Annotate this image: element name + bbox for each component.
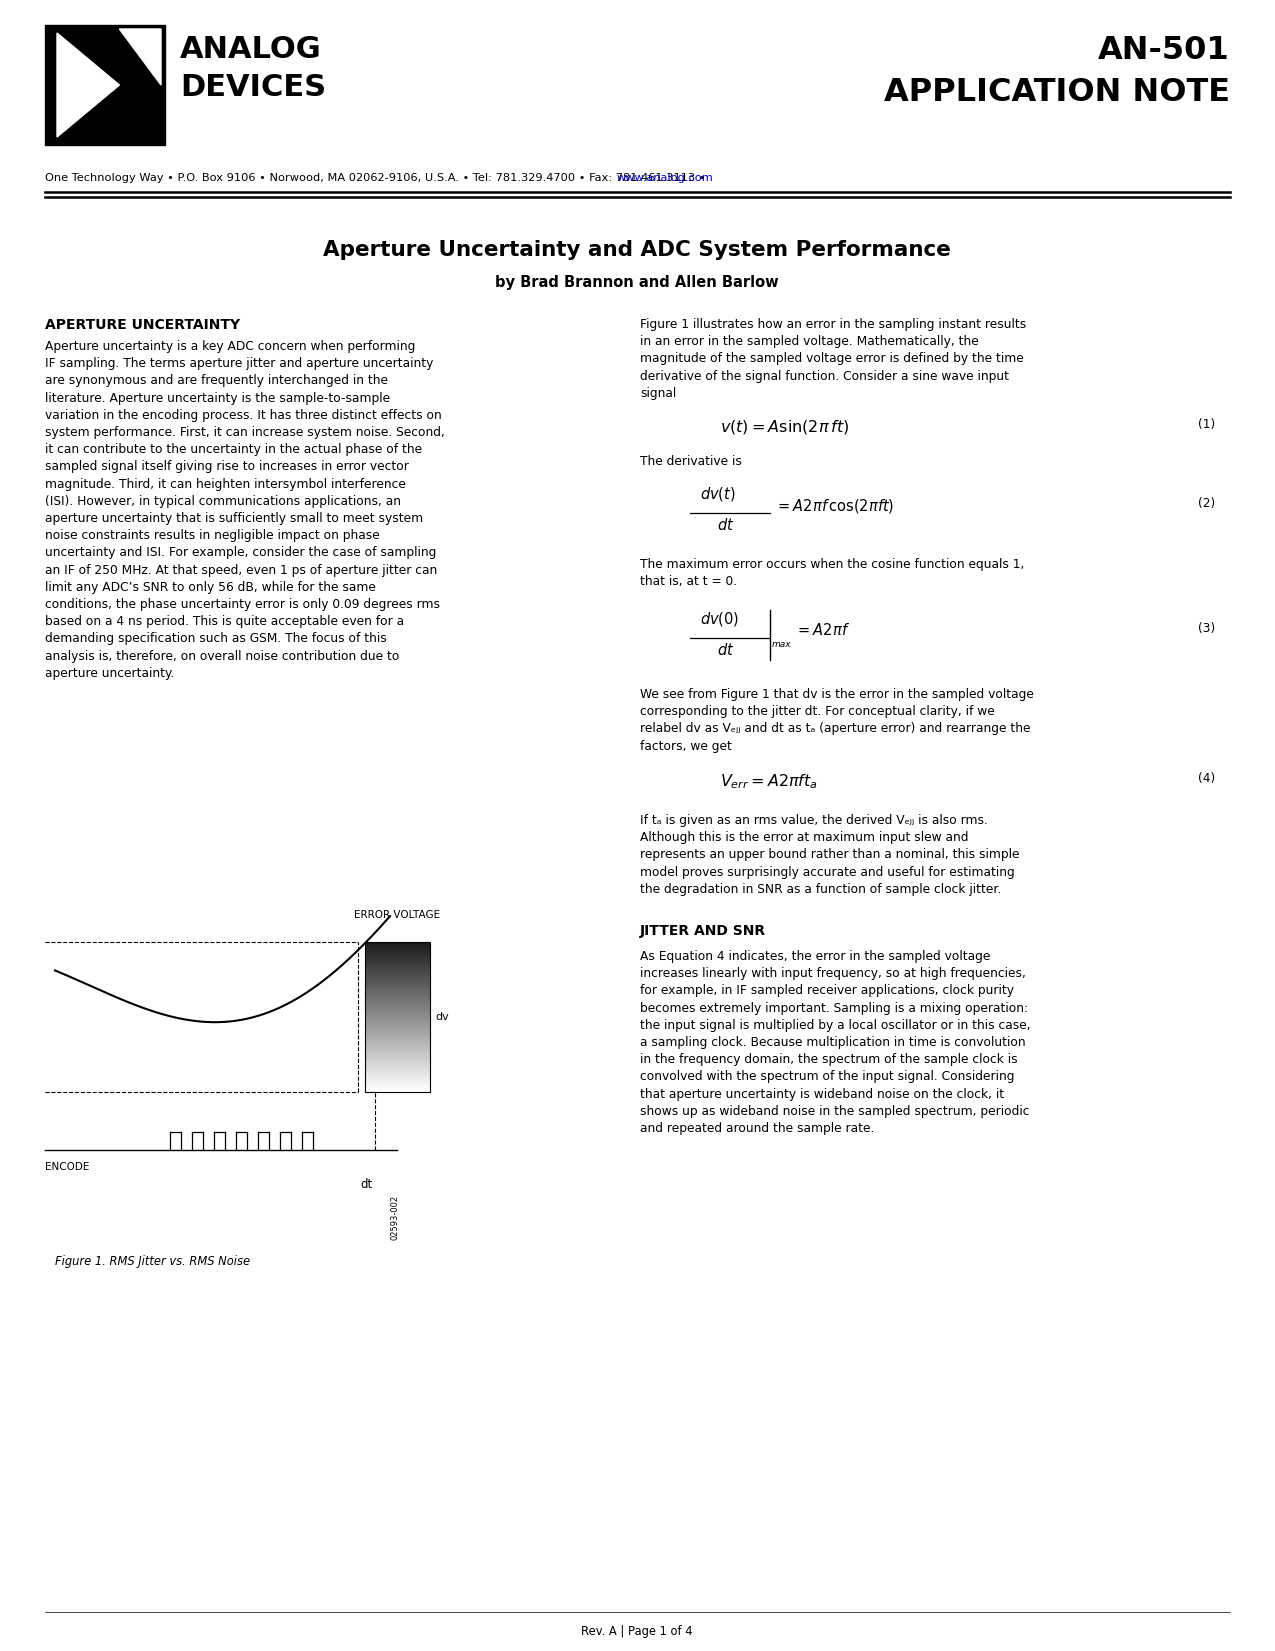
Text: $dt$: $dt$ — [717, 642, 734, 659]
Text: dv: dv — [435, 1012, 449, 1022]
Text: Figure 1. RMS Jitter vs. RMS Noise: Figure 1. RMS Jitter vs. RMS Noise — [55, 1255, 250, 1268]
Text: We see from Figure 1 that dv is the error in the sampled voltage
corresponding t: We see from Figure 1 that dv is the erro… — [640, 688, 1034, 753]
Text: $dv(t)$: $dv(t)$ — [700, 485, 736, 504]
Text: $V_{err} = A2\pi f t_a$: $V_{err} = A2\pi f t_a$ — [720, 773, 817, 791]
Text: $dv(0)$: $dv(0)$ — [700, 609, 739, 627]
Text: DEVICES: DEVICES — [180, 73, 326, 102]
Text: Rev. A | Page 1 of 4: Rev. A | Page 1 of 4 — [581, 1625, 692, 1638]
Text: by Brad Brannon and Allen Barlow: by Brad Brannon and Allen Barlow — [495, 276, 779, 291]
Text: APERTURE UNCERTAINTY: APERTURE UNCERTAINTY — [45, 319, 240, 332]
Text: Figure 1 illustrates how an error in the sampling instant results
in an error in: Figure 1 illustrates how an error in the… — [640, 319, 1026, 400]
Bar — [365, 943, 430, 1091]
Text: (1): (1) — [1197, 418, 1215, 431]
Text: $v(t) = A\mathrm{sin}(2\pi\, ft)$: $v(t) = A\mathrm{sin}(2\pi\, ft)$ — [720, 418, 849, 436]
Text: The derivative is: The derivative is — [640, 456, 742, 467]
Text: AN-501: AN-501 — [1098, 35, 1230, 66]
Text: $= A2\pi f$: $= A2\pi f$ — [796, 622, 850, 637]
Text: $= A2\pi f\,\cos(2\pi ft)$: $= A2\pi f\,\cos(2\pi ft)$ — [775, 497, 894, 515]
Text: JITTER AND SNR: JITTER AND SNR — [640, 925, 766, 938]
Text: (2): (2) — [1197, 497, 1215, 510]
Text: www.analog.com: www.analog.com — [617, 173, 714, 183]
Text: One Technology Way • P.O. Box 9106 • Norwood, MA 02062-9106, U.S.A. • Tel: 781.3: One Technology Way • P.O. Box 9106 • Nor… — [45, 173, 709, 183]
Polygon shape — [120, 30, 161, 84]
Text: The maximum error occurs when the cosine function equals 1,
that is, at t = 0.: The maximum error occurs when the cosine… — [640, 558, 1024, 588]
Text: $dt$: $dt$ — [717, 517, 734, 533]
Bar — [45, 25, 164, 145]
Text: 02593-002: 02593-002 — [390, 1195, 399, 1240]
Text: max: max — [771, 641, 792, 649]
Text: APPLICATION NOTE: APPLICATION NOTE — [884, 78, 1230, 107]
Text: ENCODE: ENCODE — [45, 1162, 89, 1172]
Text: (4): (4) — [1197, 773, 1215, 784]
Text: If tₐ is given as an rms value, the derived Vₑⱼⱼ is also rms.
Although this is t: If tₐ is given as an rms value, the deri… — [640, 814, 1020, 896]
Text: (3): (3) — [1197, 622, 1215, 636]
Text: ERROR VOLTAGE: ERROR VOLTAGE — [354, 910, 441, 920]
Polygon shape — [57, 33, 120, 137]
Text: ANALOG: ANALOG — [180, 35, 321, 64]
Text: dt: dt — [361, 1179, 372, 1190]
Text: As Equation 4 indicates, the error in the sampled voltage
increases linearly wit: As Equation 4 indicates, the error in th… — [640, 949, 1030, 1134]
Text: Aperture Uncertainty and ADC System Performance: Aperture Uncertainty and ADC System Perf… — [323, 239, 951, 259]
Text: Aperture uncertainty is a key ADC concern when performing
IF sampling. The terms: Aperture uncertainty is a key ADC concer… — [45, 340, 445, 680]
